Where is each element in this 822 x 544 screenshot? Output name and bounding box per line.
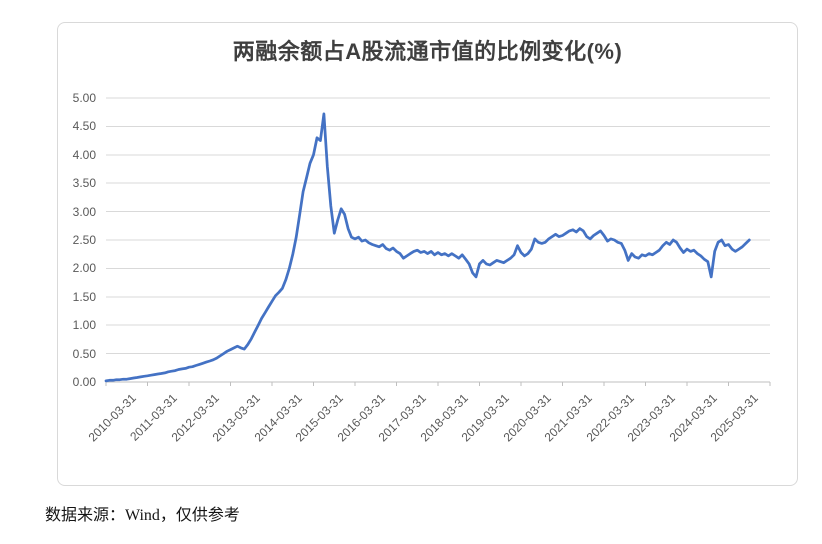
y-axis-label: 5.00 <box>72 91 96 105</box>
y-axis-label: 4.50 <box>72 119 96 134</box>
y-axis-label: 0.00 <box>72 375 96 389</box>
y-axis-label: 3.00 <box>72 204 96 219</box>
y-axis-label: 2.00 <box>72 261 96 276</box>
chart-title: 两融余额占A股流通市值的比例变化(%) <box>232 39 623 64</box>
y-axis-label: 0.50 <box>72 346 96 361</box>
y-axis-label: 2.50 <box>72 233 96 247</box>
y-axis-label: 4.00 <box>72 147 96 162</box>
source-note: 数据来源：Wind，仅供参考 <box>45 507 240 524</box>
y-axis-label: 3.50 <box>72 176 96 191</box>
y-axis-label: 1.00 <box>72 318 96 333</box>
y-axis-label: 1.50 <box>72 289 96 304</box>
